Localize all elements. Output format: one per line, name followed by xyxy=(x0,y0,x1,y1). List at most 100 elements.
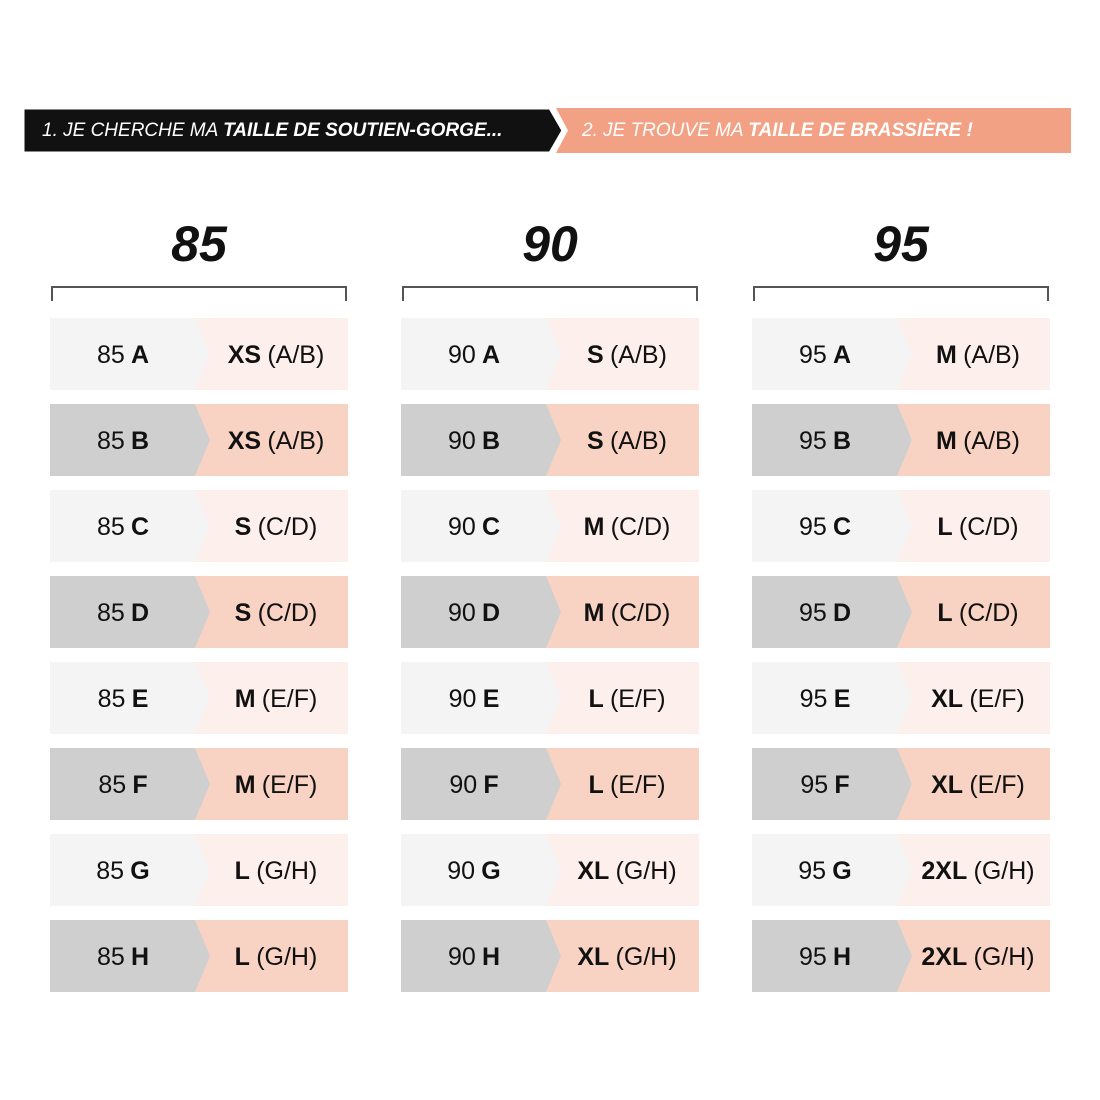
label-part: M xyxy=(584,513,605,541)
label-part: 90 xyxy=(447,857,475,885)
label-part: A xyxy=(833,341,851,369)
label-part: 95 xyxy=(799,427,827,455)
label: L (C/D) xyxy=(937,599,1018,627)
label: M (A/B) xyxy=(936,341,1020,369)
label-part: 95 xyxy=(799,599,827,627)
label-part: (E/F) xyxy=(610,685,666,713)
label-part: D xyxy=(833,599,851,627)
label: 95 B xyxy=(799,427,851,455)
label-part: 85 xyxy=(97,427,125,455)
bra-cell xyxy=(752,662,912,734)
label-part: (E/F) xyxy=(969,685,1025,713)
label: 90 H xyxy=(448,943,500,971)
size-cell xyxy=(892,490,1050,562)
label-part: M xyxy=(936,341,957,369)
label: 85 G xyxy=(96,857,150,885)
label-part: (G/H) xyxy=(256,857,317,885)
label-part: S xyxy=(587,341,604,369)
size-cell xyxy=(541,490,699,562)
label: M (A/B) xyxy=(936,427,1020,455)
label: 95 C xyxy=(799,513,851,541)
label-part: 2XL xyxy=(921,943,967,971)
label-part: 85 xyxy=(98,771,126,799)
label: XL (G/H) xyxy=(577,943,676,971)
label-part: (C/D) xyxy=(611,599,671,627)
label: 90 D xyxy=(448,599,500,627)
label: L (E/F) xyxy=(588,771,665,799)
label-part: 90 xyxy=(448,427,476,455)
label-part: TAILLE DE BRASSIÈRE ! xyxy=(748,119,973,141)
bra-cell xyxy=(50,748,210,820)
label-part: 90 xyxy=(448,599,476,627)
label: M (E/F) xyxy=(235,771,318,799)
label-part: F xyxy=(132,771,147,799)
label-part: 95 xyxy=(799,341,827,369)
label: 85 D xyxy=(97,599,149,627)
label-part: 90 xyxy=(448,341,476,369)
label-part: 95 xyxy=(799,513,827,541)
label-part: (E/F) xyxy=(262,685,318,713)
label-part: (A/B) xyxy=(610,427,667,455)
bra-cell xyxy=(752,576,912,648)
label-part: E xyxy=(132,685,149,713)
bra-cell xyxy=(401,490,561,562)
label-part: G xyxy=(832,857,851,885)
label-part: 85 xyxy=(96,857,124,885)
bracket xyxy=(402,286,698,301)
label-part: (G/H) xyxy=(974,943,1035,971)
label-part: (C/D) xyxy=(611,513,671,541)
bra-cell xyxy=(50,490,210,562)
label-part: C xyxy=(482,513,500,541)
label-part: C xyxy=(833,513,851,541)
bra-cell xyxy=(50,920,210,992)
label: XS (A/B) xyxy=(228,427,325,455)
bra-cell xyxy=(752,834,912,906)
size-cell xyxy=(190,576,348,648)
step-banner xyxy=(556,108,1071,153)
label-part: F xyxy=(483,771,498,799)
label-part: (A/B) xyxy=(963,341,1020,369)
label: 85 E xyxy=(98,685,149,713)
column-title: 85 xyxy=(171,216,228,272)
label-part: A xyxy=(482,341,500,369)
bra-cell xyxy=(752,748,912,820)
label-part: 85 xyxy=(98,685,126,713)
size-cell xyxy=(190,490,348,562)
label-part: S xyxy=(587,427,604,455)
label-part: (E/F) xyxy=(610,771,666,799)
label-part: XS xyxy=(228,341,261,369)
label-part: 85 xyxy=(97,943,125,971)
size-cell xyxy=(541,404,699,476)
label: L (E/F) xyxy=(588,685,665,713)
label-part: H xyxy=(833,943,851,971)
label: 85 A xyxy=(97,341,149,369)
label-part: H xyxy=(131,943,149,971)
bra-cell xyxy=(401,404,561,476)
label-part: (G/H) xyxy=(616,943,677,971)
bra-cell xyxy=(752,920,912,992)
label-part: B xyxy=(833,427,851,455)
label-part: L xyxy=(588,771,603,799)
label-part: A xyxy=(131,341,149,369)
label: 90 C xyxy=(448,513,500,541)
size-cell xyxy=(541,834,699,906)
label: 85 H xyxy=(97,943,149,971)
size-cell xyxy=(541,662,699,734)
size-cell xyxy=(892,662,1050,734)
label-part: 90 xyxy=(449,771,477,799)
label-part: S xyxy=(235,599,252,627)
label-part: 2. JE TROUVE MA xyxy=(581,120,744,141)
label-part: D xyxy=(482,599,500,627)
label: L (G/H) xyxy=(235,857,318,885)
label-part: E xyxy=(483,685,500,713)
label-part: D xyxy=(131,599,149,627)
label: 90 F xyxy=(449,771,498,799)
label-part: XL xyxy=(577,857,609,885)
column-title: 95 xyxy=(873,216,930,272)
bra-cell xyxy=(50,662,210,734)
column-title: 90 xyxy=(522,216,578,272)
label-part: (A/B) xyxy=(267,341,324,369)
label: S (C/D) xyxy=(235,513,318,541)
step-banner xyxy=(21,106,565,155)
